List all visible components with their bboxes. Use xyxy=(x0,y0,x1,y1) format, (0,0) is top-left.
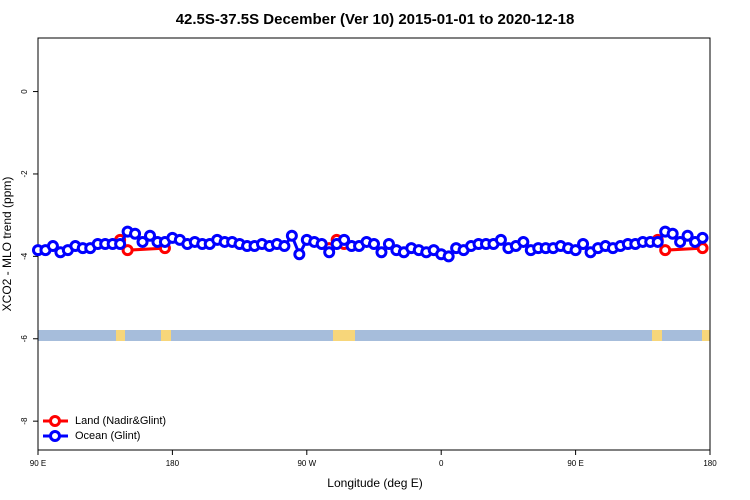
ocean-strip xyxy=(38,330,710,341)
y-tick-label: -2 xyxy=(20,170,29,178)
land-strip xyxy=(333,330,355,341)
point xyxy=(315,238,328,250)
point xyxy=(368,238,380,250)
point xyxy=(46,240,59,253)
point xyxy=(382,238,395,250)
point xyxy=(121,244,134,257)
point xyxy=(338,233,351,246)
x-tick-label: 90 E xyxy=(567,459,583,468)
land-strip xyxy=(116,330,125,341)
point xyxy=(651,235,664,248)
point xyxy=(696,231,709,244)
point xyxy=(144,229,156,242)
point xyxy=(517,235,530,248)
point xyxy=(494,233,507,246)
point xyxy=(681,229,694,242)
plot-frame xyxy=(37,37,711,451)
point xyxy=(278,240,291,253)
point xyxy=(674,235,687,248)
x-tick-label: 180 xyxy=(703,459,717,468)
x-tick-label: 90 W xyxy=(297,459,316,468)
point xyxy=(323,246,336,259)
y-tick-label: -4 xyxy=(20,252,29,260)
point xyxy=(285,229,298,242)
y-tick-label: -6 xyxy=(20,335,29,343)
land-strip xyxy=(652,330,662,341)
x-tick-label: 180 xyxy=(166,459,180,468)
chart-title: 42.5S-37.5S December (Ver 10) 2015-01-01… xyxy=(176,11,575,28)
x-tick-label: 90 E xyxy=(30,459,46,468)
point xyxy=(136,235,149,248)
x-axis-label: Longitude (deg E) xyxy=(327,476,422,490)
land-strip xyxy=(161,330,171,341)
y-axis-label: XCO2 - MLO trend (ppm) xyxy=(0,177,14,312)
legend-marker xyxy=(49,415,61,427)
y-tick-label: 0 xyxy=(20,89,29,94)
legend-label: Land (Nadir&Glint) xyxy=(75,415,166,427)
legend-label: Ocean (Glint) xyxy=(75,430,140,442)
point xyxy=(659,244,672,257)
point xyxy=(442,250,455,263)
point xyxy=(129,227,142,240)
legend-marker xyxy=(49,430,61,442)
point xyxy=(666,227,679,240)
point xyxy=(114,238,127,250)
x-tick-label: 0 xyxy=(439,459,444,468)
point xyxy=(293,248,306,261)
land-strip xyxy=(702,330,710,341)
point xyxy=(577,238,590,250)
point xyxy=(375,246,388,259)
surface-strip xyxy=(38,330,710,341)
point xyxy=(569,244,582,257)
y-tick-label: -8 xyxy=(20,417,29,425)
